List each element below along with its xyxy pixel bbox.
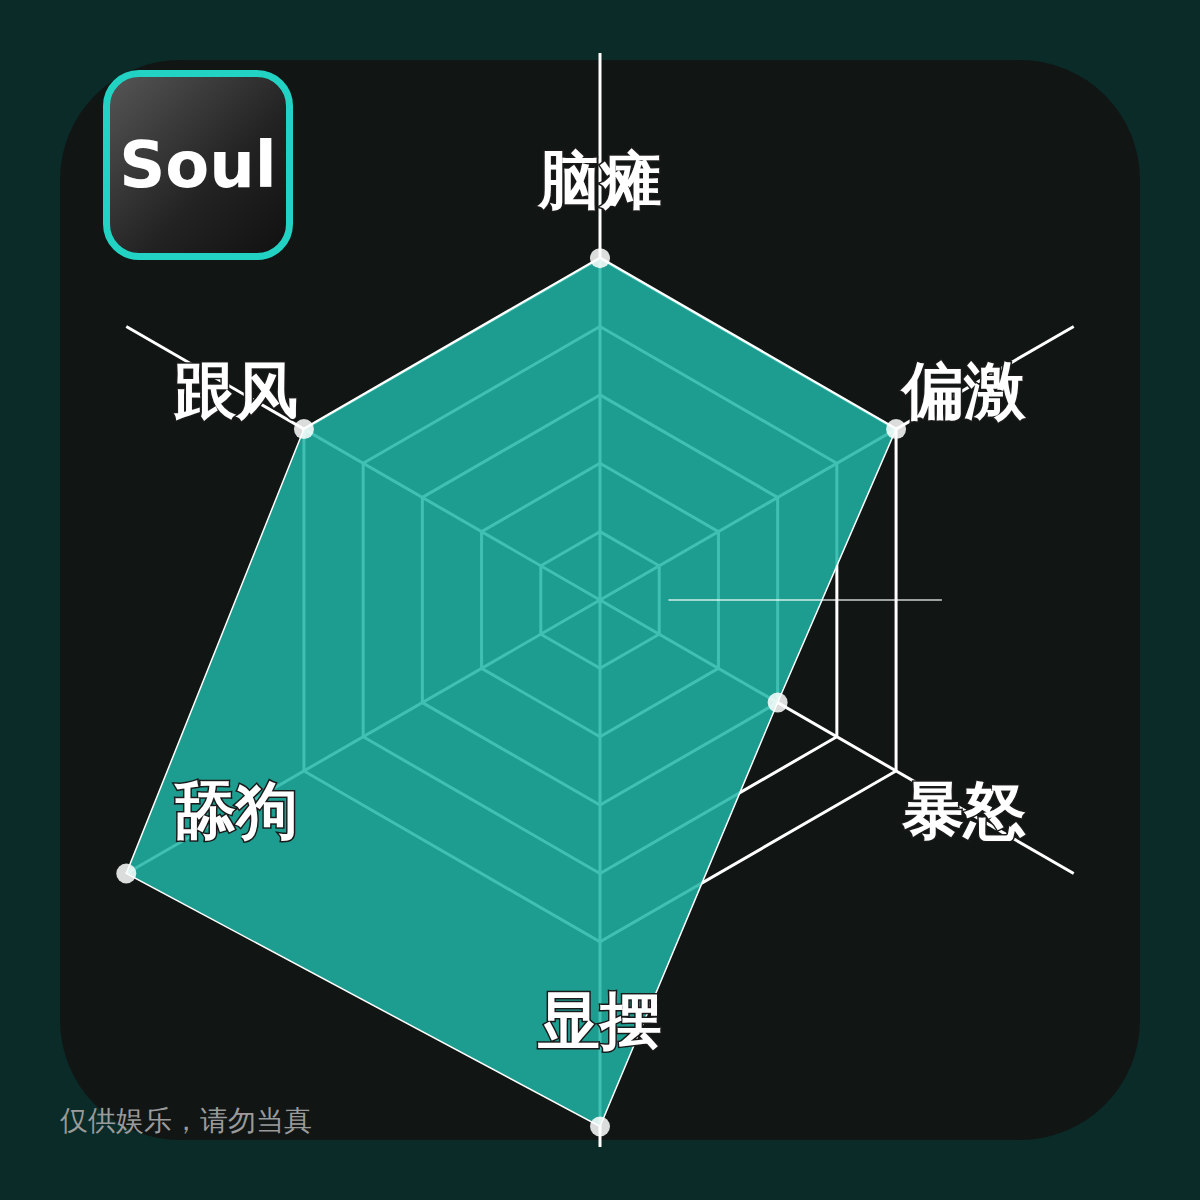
svg-text:暴怒: 暴怒 <box>901 774 1026 847</box>
svg-text:脑瘫: 脑瘫 <box>537 144 662 217</box>
svg-text:舔狗: 舔狗 <box>174 774 298 847</box>
html-text:仅供娱乐，请勿当真: 仅供娱乐，请勿当真 <box>60 1104 312 1137</box>
svg-text:偏激: 偏激 <box>900 354 1027 427</box>
svg-text:跟风: 跟风 <box>173 354 298 427</box>
svg-text:显摆: 显摆 <box>538 984 662 1057</box>
html-text:Soul: Soul <box>119 128 277 202</box>
